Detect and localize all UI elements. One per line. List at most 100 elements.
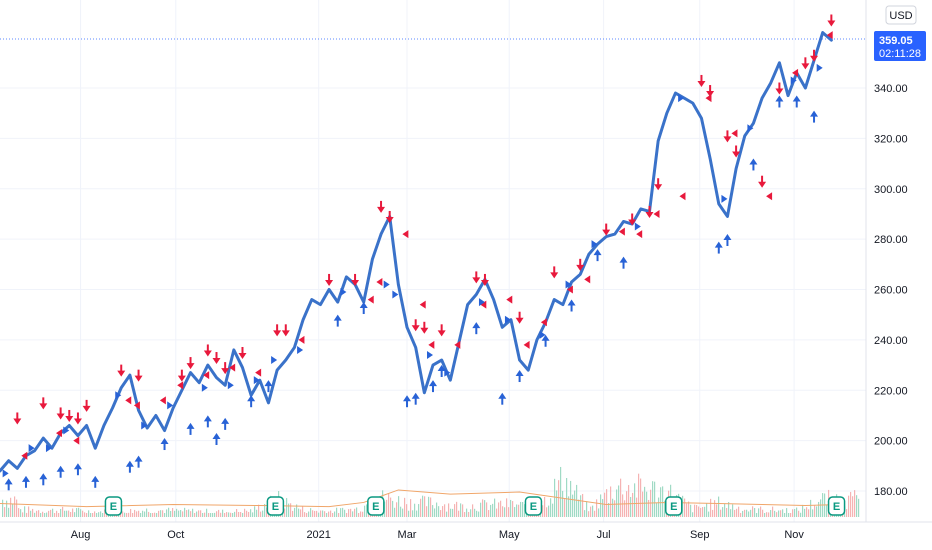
volume-bar — [326, 513, 328, 517]
sell-arrow — [281, 324, 290, 337]
volume-bar — [124, 512, 126, 517]
volume-bar — [318, 512, 320, 517]
volume-bar — [806, 507, 808, 517]
volume-bar — [240, 512, 242, 517]
sell-triangle — [540, 318, 547, 327]
volume-bar — [592, 505, 594, 517]
currency-button[interactable]: USD — [885, 5, 917, 25]
volume-bar — [564, 498, 566, 517]
volume-bar — [500, 500, 502, 517]
volume-bar — [440, 510, 442, 517]
volume-bar — [458, 510, 460, 517]
volume-bar — [480, 502, 482, 517]
buy-arrow — [4, 478, 13, 491]
y-tick-label: 240.00 — [874, 335, 908, 347]
sell-triangle — [653, 209, 660, 218]
volume-bar — [734, 509, 736, 517]
volume-bar — [302, 506, 304, 517]
buy-triangle — [427, 350, 433, 359]
volume-bar — [472, 504, 474, 517]
volume-bar — [258, 504, 260, 517]
buy-triangle — [591, 240, 598, 249]
earnings-marker[interactable]: E — [524, 496, 543, 516]
earnings-marker[interactable]: E — [664, 496, 683, 516]
x-tick-label: 2021 — [306, 529, 330, 541]
volume-bar — [432, 505, 434, 517]
sell-triangle — [203, 371, 210, 380]
volume-bar — [696, 504, 698, 517]
volume-bar — [808, 509, 810, 517]
volume-bar — [384, 501, 386, 517]
volume-bar — [252, 512, 254, 517]
earnings-marker[interactable]: E — [367, 496, 385, 516]
volume-bar — [796, 507, 798, 517]
earnings-marker[interactable]: E — [104, 496, 123, 516]
volume-bar — [138, 510, 140, 517]
volume-bar — [352, 511, 354, 517]
volume-bar — [176, 508, 178, 517]
volume-bar — [428, 496, 430, 517]
volume-bar — [130, 508, 132, 517]
volume-bar — [232, 513, 234, 517]
buy-arrow — [472, 322, 481, 335]
volume-bar — [704, 506, 706, 517]
sell-arrow — [775, 82, 784, 95]
sell-arrow — [437, 324, 446, 337]
volume-bar — [344, 509, 346, 517]
volume-bar — [816, 506, 818, 517]
volume-bar — [178, 510, 180, 517]
sell-triangle — [480, 300, 487, 309]
sell-triangle — [636, 230, 643, 239]
y-tick-label: 280.00 — [874, 234, 908, 246]
y-tick-label: 260.00 — [874, 285, 908, 297]
volume-bar — [706, 503, 708, 517]
volume-bar — [514, 507, 516, 517]
sell-arrow — [645, 205, 654, 218]
volume-bar — [324, 511, 326, 517]
volume-bar — [386, 499, 388, 517]
price-scale[interactable]: 340.00 320.00 300.00 280.00 260.00 240.00 220.… — [874, 83, 908, 498]
volume-bar — [812, 509, 814, 517]
buy-arrow — [264, 380, 273, 393]
volume-bar — [422, 495, 424, 517]
volume-bar — [512, 501, 514, 517]
volume-bar — [290, 503, 292, 517]
volume-bar — [800, 512, 802, 517]
sell-triangle — [731, 129, 738, 138]
volume-bar — [638, 473, 640, 517]
volume-bars — [2, 466, 860, 517]
volume-bar — [212, 513, 214, 517]
sell-arrow — [801, 57, 810, 70]
volume-bar — [26, 512, 28, 517]
volume-bar — [84, 512, 86, 517]
sell-triangle — [454, 340, 461, 349]
volume-bar — [236, 509, 238, 517]
volume-bar — [664, 500, 666, 517]
buy-arrow — [359, 302, 368, 315]
buy-triangle — [444, 368, 451, 377]
buy-arrow — [247, 395, 256, 408]
sell-arrow — [177, 369, 186, 382]
volume-bar — [316, 510, 318, 517]
volume-bar — [582, 493, 584, 517]
earnings-marker[interactable]: E — [266, 496, 285, 516]
volume-bar — [576, 484, 578, 517]
volume-bar — [200, 510, 202, 517]
volume-bar — [462, 504, 464, 517]
time-scale[interactable]: Aug Oct 2021 Mar May Jul Sep Nov — [71, 529, 805, 541]
buy-triangle — [297, 345, 304, 354]
buy-arrow — [56, 465, 65, 478]
volume-bar — [654, 481, 656, 517]
buy-arrow — [134, 455, 143, 468]
volume-bar — [750, 509, 752, 517]
sell-triangle — [679, 192, 686, 201]
volume-bar — [818, 501, 820, 517]
volume-bar — [416, 510, 418, 517]
volume-bar — [348, 509, 350, 517]
volume-bar — [710, 498, 712, 517]
sell-triangle — [298, 335, 305, 344]
volume-bar — [760, 506, 762, 517]
sell-arrow — [65, 409, 74, 422]
volume-bar — [100, 511, 102, 517]
earnings-marker[interactable]: E — [827, 496, 846, 516]
